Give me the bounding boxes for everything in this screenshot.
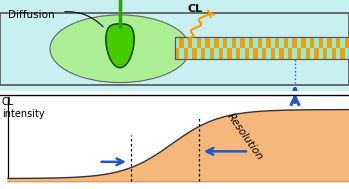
Bar bbox=[297, 37, 301, 48]
Bar bbox=[258, 48, 262, 59]
Bar bbox=[210, 48, 214, 59]
Bar bbox=[218, 48, 223, 59]
Bar bbox=[310, 48, 314, 59]
Bar bbox=[271, 37, 275, 48]
Bar bbox=[197, 48, 201, 59]
Bar bbox=[323, 48, 327, 59]
Bar bbox=[327, 48, 332, 59]
Bar bbox=[227, 37, 231, 48]
Bar bbox=[240, 37, 245, 48]
Bar bbox=[214, 37, 218, 48]
Bar bbox=[266, 48, 271, 59]
Bar bbox=[218, 37, 223, 48]
Bar bbox=[192, 48, 197, 59]
Bar bbox=[184, 48, 188, 59]
Bar bbox=[231, 37, 236, 48]
Bar bbox=[327, 37, 332, 48]
Bar bbox=[305, 48, 310, 59]
Bar bbox=[197, 37, 201, 48]
Bar bbox=[340, 37, 345, 48]
Bar bbox=[280, 37, 284, 48]
Bar bbox=[266, 37, 271, 48]
Bar bbox=[214, 48, 218, 59]
Bar bbox=[236, 48, 240, 59]
Bar bbox=[292, 37, 297, 48]
Bar bbox=[175, 37, 349, 59]
Bar bbox=[223, 48, 227, 59]
Bar bbox=[332, 48, 336, 59]
Bar bbox=[201, 48, 206, 59]
Bar bbox=[175, 48, 179, 59]
Bar bbox=[236, 37, 240, 48]
Bar bbox=[223, 37, 227, 48]
Bar bbox=[314, 48, 319, 59]
Bar bbox=[179, 48, 184, 59]
Bar bbox=[275, 48, 280, 59]
Bar bbox=[310, 37, 314, 48]
Bar bbox=[188, 48, 192, 59]
Bar bbox=[0, 13, 349, 84]
Bar bbox=[245, 48, 249, 59]
Bar bbox=[319, 37, 323, 48]
Bar bbox=[227, 48, 231, 59]
Bar bbox=[275, 37, 280, 48]
Text: Resolution: Resolution bbox=[225, 112, 265, 162]
Bar bbox=[184, 37, 188, 48]
Bar bbox=[240, 48, 245, 59]
Bar bbox=[201, 37, 206, 48]
Bar bbox=[305, 37, 310, 48]
Text: CL: CL bbox=[188, 4, 203, 14]
Bar bbox=[340, 48, 345, 59]
Bar bbox=[284, 37, 288, 48]
Bar bbox=[188, 37, 192, 48]
Bar bbox=[175, 37, 179, 48]
Bar bbox=[210, 37, 214, 48]
Bar bbox=[288, 37, 292, 48]
Bar bbox=[345, 37, 349, 48]
Bar bbox=[253, 48, 258, 59]
Polygon shape bbox=[106, 24, 134, 68]
Bar bbox=[336, 37, 340, 48]
Bar bbox=[280, 48, 284, 59]
Bar bbox=[323, 37, 327, 48]
Bar bbox=[292, 48, 297, 59]
Bar bbox=[288, 48, 292, 59]
Bar bbox=[192, 37, 197, 48]
Bar bbox=[262, 37, 266, 48]
Bar bbox=[345, 48, 349, 59]
Bar bbox=[336, 48, 340, 59]
Bar bbox=[231, 48, 236, 59]
Bar bbox=[301, 48, 305, 59]
Bar bbox=[249, 37, 253, 48]
Bar bbox=[206, 48, 210, 59]
Bar bbox=[332, 37, 336, 48]
Bar bbox=[206, 37, 210, 48]
Bar bbox=[284, 48, 288, 59]
Bar bbox=[258, 37, 262, 48]
Bar bbox=[262, 48, 266, 59]
Bar bbox=[253, 37, 258, 48]
Bar bbox=[314, 37, 319, 48]
Bar bbox=[179, 37, 184, 48]
Ellipse shape bbox=[50, 15, 190, 83]
Bar bbox=[245, 37, 249, 48]
Bar bbox=[249, 48, 253, 59]
Bar bbox=[297, 48, 301, 59]
Bar bbox=[319, 48, 323, 59]
Text: CL
intensity: CL intensity bbox=[2, 97, 45, 119]
Bar bbox=[271, 48, 275, 59]
Bar bbox=[301, 37, 305, 48]
Text: Diffusion: Diffusion bbox=[8, 10, 55, 20]
Bar bbox=[175, 37, 349, 59]
